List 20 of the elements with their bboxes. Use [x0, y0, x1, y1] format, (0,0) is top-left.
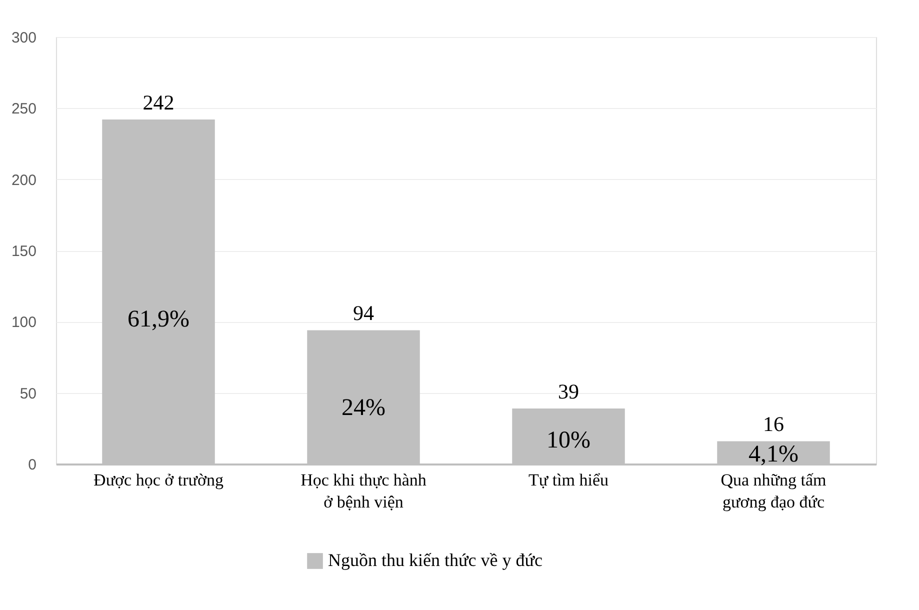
data-label: 39 — [558, 379, 579, 404]
x-tick-label: Tự tìm hiểu — [528, 470, 610, 490]
y-tick-label: 300 — [11, 30, 36, 46]
x-tick-label: Được học ở trường — [94, 470, 224, 490]
y-tick-label: 0 — [28, 456, 36, 474]
data-label: 242 — [142, 90, 174, 115]
data-label: 94 — [353, 301, 374, 326]
y-tick-label: 100 — [11, 314, 36, 332]
legend-label: Nguồn thu kiến thức về y đức — [328, 550, 542, 570]
annotation: 61,9% — [128, 306, 190, 332]
x-tick-label: Học khi thực hành ở bệnh viện — [300, 470, 427, 512]
annotation: 24% — [342, 394, 386, 421]
x-tick-label: Qua những tấm gương đạo đức — [720, 470, 826, 512]
y-tick-label: 50 — [20, 385, 36, 402]
y-tick-label: 250 — [11, 100, 36, 118]
data-label: 16 — [763, 412, 784, 436]
annotation: 4,1% — [748, 441, 798, 468]
y-tick-label: 200 — [11, 172, 36, 189]
y-tick-label: 150 — [11, 243, 36, 260]
annotation: 10% — [546, 428, 590, 454]
